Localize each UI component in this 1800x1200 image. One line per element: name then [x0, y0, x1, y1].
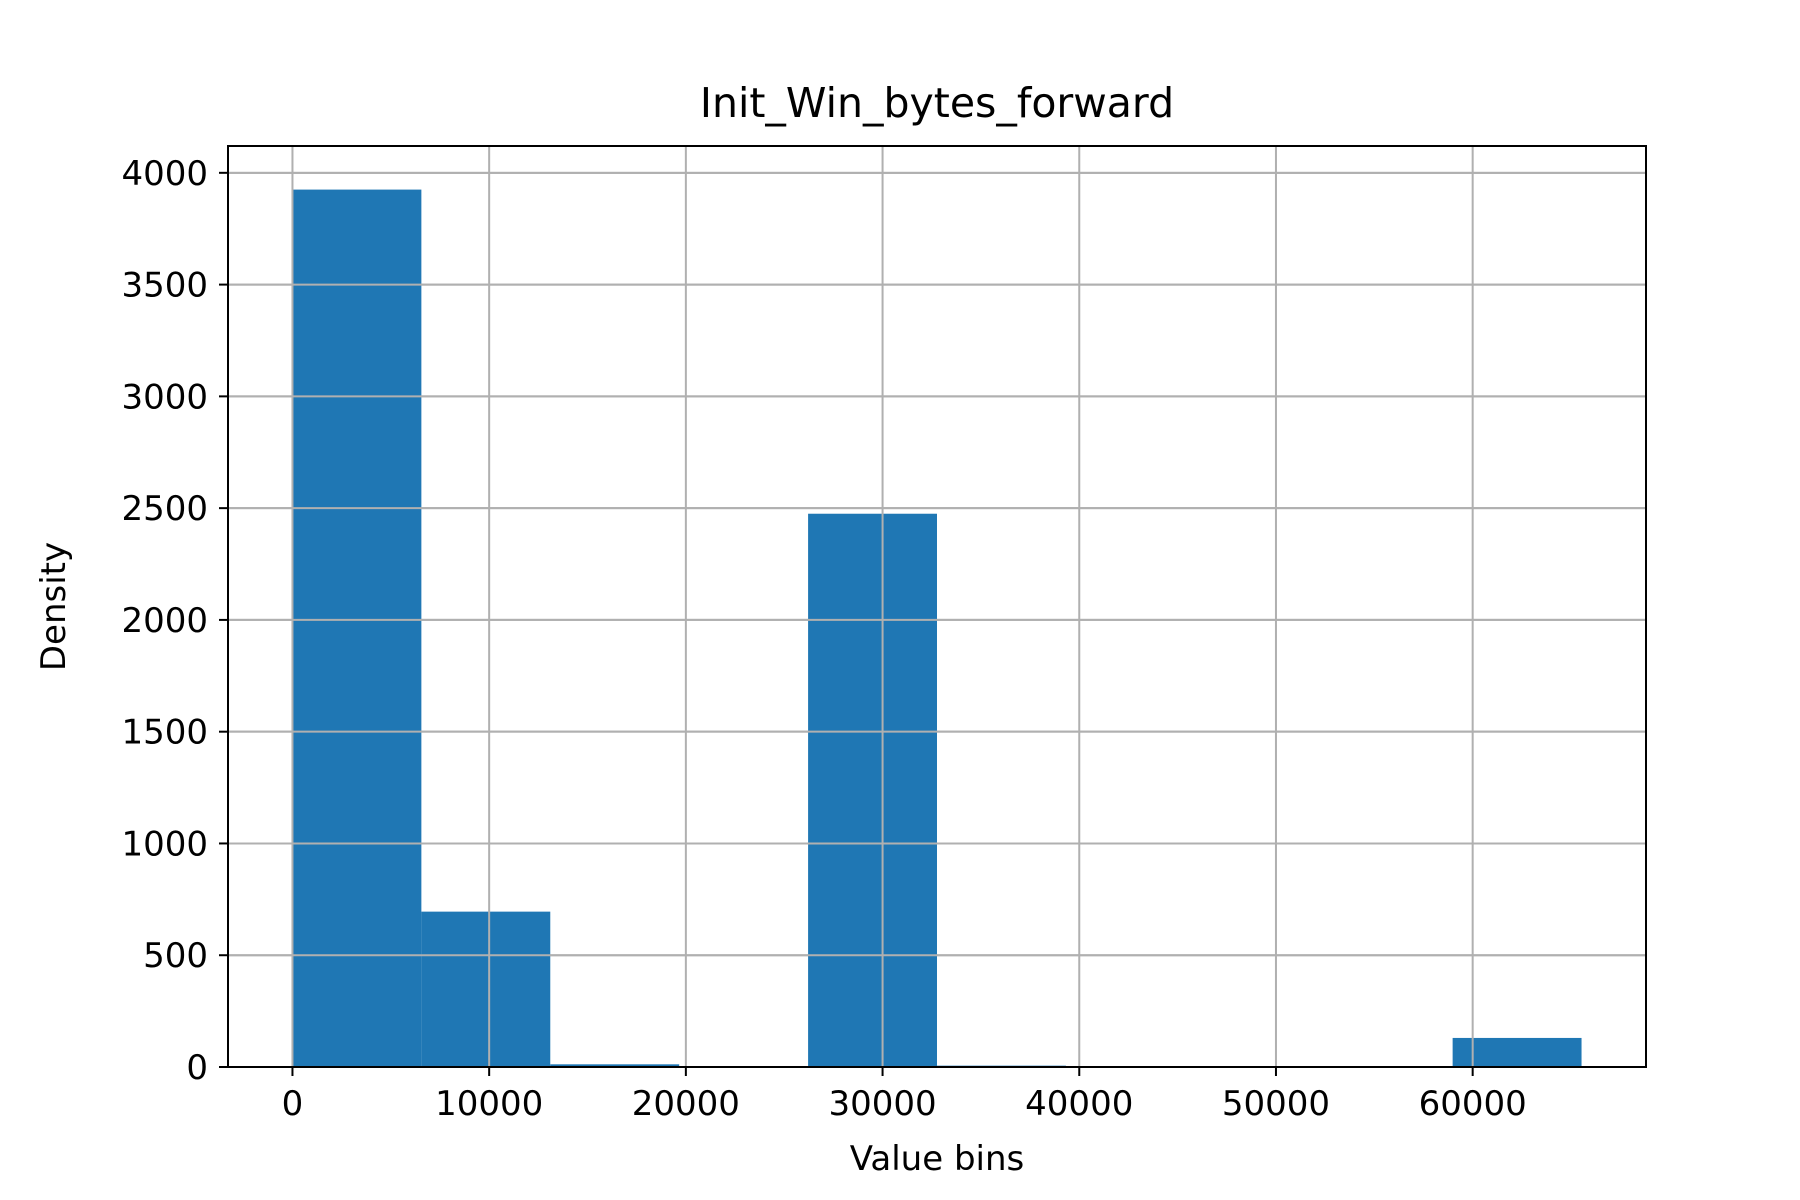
histogram-bar: [550, 1064, 680, 1067]
x-tick-label: 10000: [435, 1084, 543, 1124]
grid-lines-overlay: [228, 146, 1646, 1068]
y-tick-label: 1000: [121, 824, 208, 864]
x-tick-label: 40000: [1025, 1084, 1133, 1124]
plot-area-frame: [227, 145, 1647, 1068]
y-tick-label: 3500: [121, 266, 208, 306]
y-tick-label: 2500: [121, 489, 208, 529]
histogram-bars: [292, 189, 1582, 1068]
y-tick-label: 4000: [121, 154, 208, 194]
y-tick-label: 1500: [121, 713, 208, 753]
x-tick-label: 30000: [828, 1084, 936, 1124]
x-tick-label: 0: [282, 1084, 304, 1124]
y-tick-label: 500: [143, 936, 208, 976]
x-tick-label: 60000: [1419, 1084, 1527, 1124]
histogram-bar: [292, 189, 422, 1068]
y-tick-label: 0: [186, 1048, 208, 1088]
histogram-bar: [1452, 1037, 1582, 1067]
x-axis-label: Value bins: [850, 1139, 1024, 1179]
y-axis-label: Density: [34, 542, 74, 671]
histogram-bar: [421, 911, 551, 1067]
y-tick-label: 2000: [121, 601, 208, 641]
histogram-bar: [808, 513, 937, 1067]
y-tick-label: 3000: [121, 377, 208, 417]
x-tick-label: 50000: [1222, 1084, 1330, 1124]
x-axis-ticks: 0 10000 20000 30000 40000 50000 60000: [282, 1067, 1527, 1124]
chart-title: Init_Win_bytes_forward: [700, 79, 1174, 127]
y-axis-ticks: 0 500 1000 1500 2000 2500 3000 3500 4000: [121, 154, 228, 1088]
x-tick-label: 20000: [632, 1084, 740, 1124]
